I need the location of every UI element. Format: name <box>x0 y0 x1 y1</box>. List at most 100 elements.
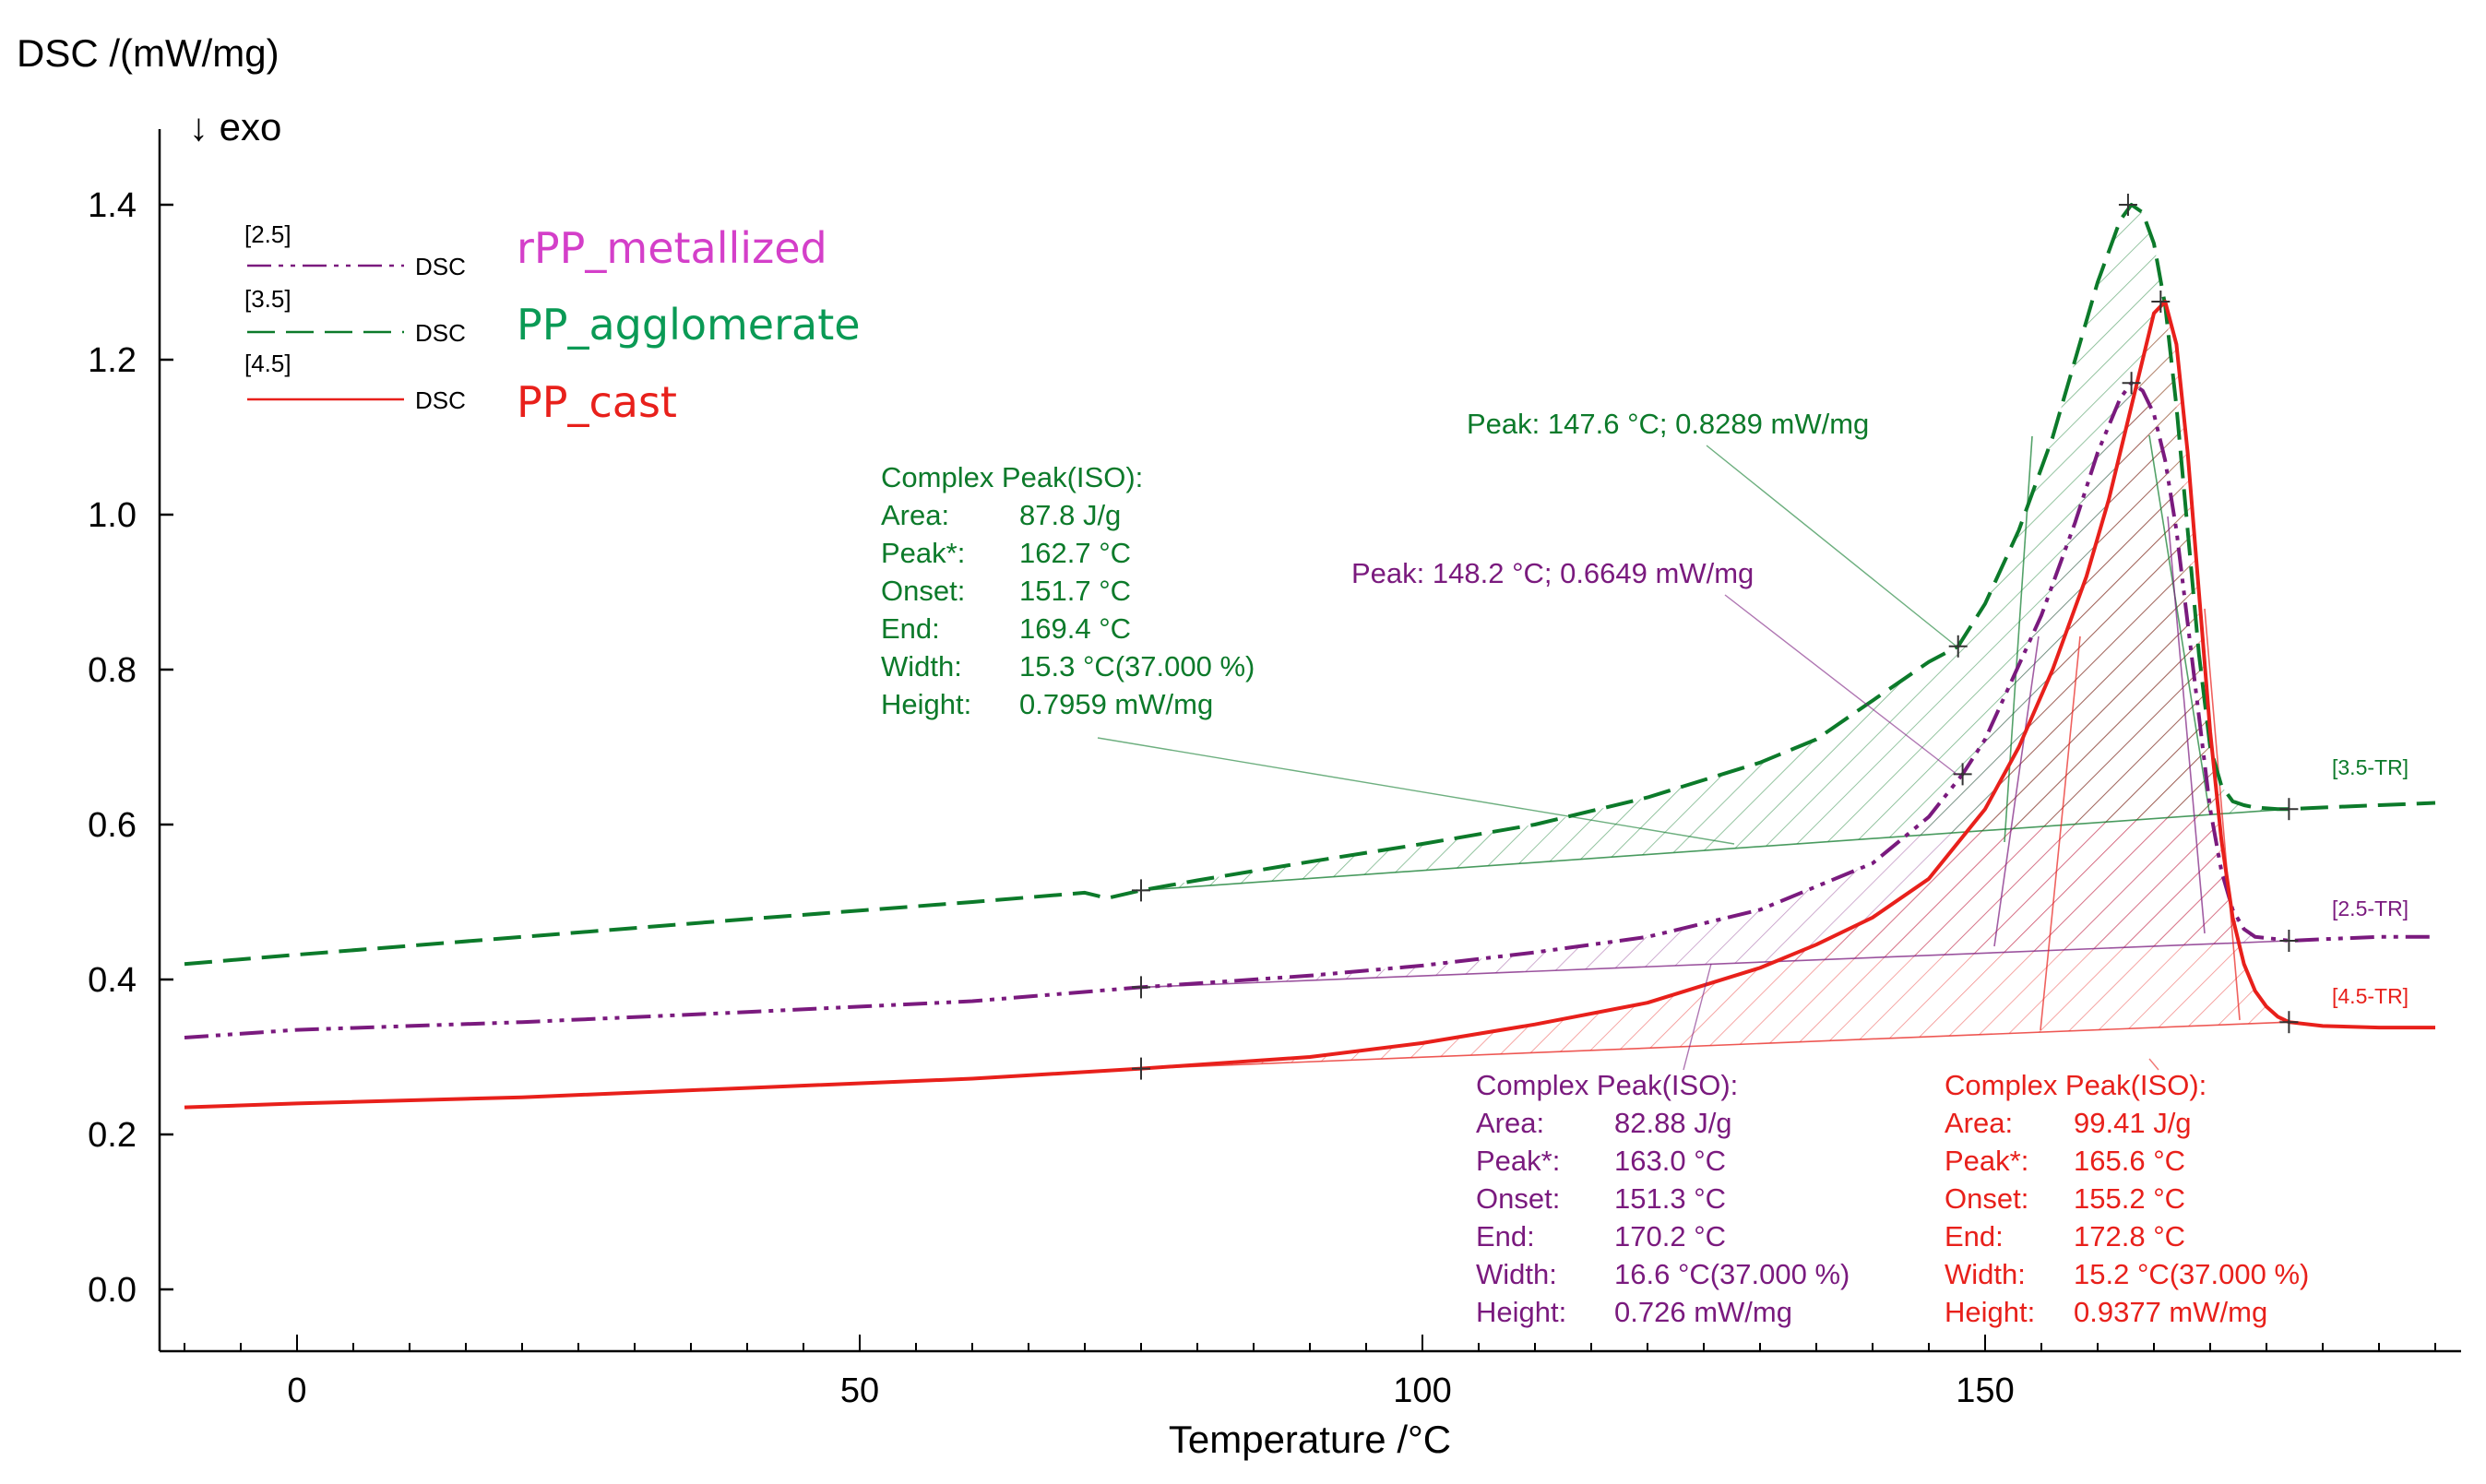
box-value: 169.4 °C <box>1019 612 1131 645</box>
box-label: Area: <box>1945 1107 2013 1139</box>
x-tick-label: 0 <box>287 1371 306 1410</box>
box-value: 155.2 °C <box>2074 1182 2185 1215</box>
box-label: Width: <box>1476 1258 1557 1290</box>
peak-area-ppa <box>1141 205 2290 891</box>
leader-line <box>1097 737 1735 845</box>
y-tick-label: 0.2 <box>88 1116 137 1155</box>
y-tick-label: 1.4 <box>88 186 137 225</box>
box-value: 16.6 °C(37.000 %) <box>1614 1258 1850 1290</box>
legend-name-ppc: PP_cast <box>517 377 677 427</box>
box-value: 99.41 J/g <box>2074 1107 2192 1139</box>
marker-rpp <box>2122 372 2141 395</box>
peak-label-green: Peak: 147.6 °C; 0.8289 mW/mg <box>1467 408 1869 440</box>
marker-ppa <box>2279 798 2299 821</box>
box-label: Complex Peak(ISO): <box>1476 1069 1738 1101</box>
box-label: Peak*: <box>1945 1145 2028 1177</box>
box-value: 163.0 °C <box>1614 1145 1726 1177</box>
box-label: End: <box>1945 1220 2004 1252</box>
box-label: Width: <box>881 650 962 683</box>
box-label: Height: <box>881 688 971 720</box>
point-markers <box>1132 194 2299 1080</box>
box-value: 15.2 °C(37.000 %) <box>2074 1258 2309 1290</box>
baselines <box>1140 434 2290 1070</box>
box-value: 15.3 °C(37.000 %) <box>1019 650 1255 683</box>
x-axis-title: Temperature /°C <box>1169 1418 1451 1461</box>
box-value: 170.2 °C <box>1614 1220 1726 1252</box>
box-value: 162.7 °C <box>1019 537 1131 569</box>
box-label: Peak*: <box>881 537 965 569</box>
legend: [2.5] DSC rPP_metallized [3.5] DSC PP_ag… <box>244 220 861 427</box>
box-label: Peak*: <box>1476 1145 1560 1177</box>
legend-tag-rpp: [2.5] <box>244 220 291 248</box>
marker-ppa <box>1132 879 1150 902</box>
legend-tag-ppa: [3.5] <box>244 285 291 313</box>
baseline-rpp <box>1140 940 2290 989</box>
leader-line <box>1683 963 1712 1071</box>
box-label: Area: <box>881 499 949 531</box>
curves <box>184 203 2436 1110</box>
tangent-guide-line <box>1993 635 2040 947</box>
x-ticks: 0 50 100 150 <box>184 1335 2436 1410</box>
y-tick-label: 0.0 <box>88 1271 137 1310</box>
y-axis-title: DSC /(mW/mg) <box>17 31 280 75</box>
box-label: Area: <box>1476 1107 1544 1139</box>
box-label: Height: <box>1945 1296 2035 1328</box>
box-label: End: <box>1476 1220 1535 1252</box>
end-tag-ppc: [4.5-TR] <box>2332 984 2409 1008</box>
legend-name-rpp: rPP_metallized <box>517 223 827 273</box>
tangent-guide-line <box>2167 516 2206 934</box>
peak-label-purple: Peak: 148.2 °C; 0.6649 mW/mg <box>1351 557 1754 589</box>
legend-dsc-rpp: DSC <box>415 253 466 280</box>
box-value: 0.7959 mW/mg <box>1019 688 1213 720</box>
box-label: Onset: <box>1476 1182 1560 1215</box>
y-tick-label: 1.2 <box>88 341 137 380</box>
marker-ppc <box>2279 1011 2299 1034</box>
curve-rpp <box>184 381 2435 1039</box>
x-tick-label: 50 <box>840 1371 879 1410</box>
y-ticks: 0.0 0.2 0.4 0.6 0.8 1.0 1.2 1.4 <box>88 186 173 1310</box>
y-tick-label: 0.6 <box>88 806 137 845</box>
box-value: 0.9377 mW/mg <box>2074 1296 2267 1328</box>
box-label: Complex Peak(ISO): <box>881 461 1143 493</box>
peak-areas <box>1141 205 2290 1069</box>
end-tag-ppa: [3.5-TR] <box>2332 755 2409 779</box>
baseline-ppc <box>1140 1021 2290 1070</box>
complex-peak-box-purple: Complex Peak(ISO): Area: 82.88 J/g Peak*: 16… <box>1476 1069 1850 1328</box>
baseline-ppa <box>1140 808 2290 892</box>
box-value: 151.7 °C <box>1019 575 1131 607</box>
legend-dsc-ppa: DSC <box>415 319 466 347</box>
complex-peak-box-green: Complex Peak(ISO): Area: 87.8 J/g Peak*: 162… <box>881 461 1255 720</box>
marker-rpp <box>2279 930 2299 952</box>
curve-ppa <box>184 203 2436 967</box>
x-tick-label: 100 <box>1393 1371 1451 1410</box>
leader-line <box>1706 445 1957 647</box>
x-tick-label: 150 <box>1956 1371 2014 1410</box>
curve-ppc <box>184 300 2435 1110</box>
marker-ppc <box>1132 1057 1150 1080</box>
marker-ppa <box>2118 194 2137 216</box>
end-tag-rpp: [2.5-TR] <box>2332 896 2409 920</box>
tangent-guide-line <box>2148 434 2210 813</box>
box-value: 165.6 °C <box>2074 1145 2185 1177</box>
leader-line <box>1724 594 1958 776</box>
y-tick-label: 1.0 <box>88 496 137 535</box>
legend-tag-ppc: [4.5] <box>244 350 291 377</box>
peak-area-ppc <box>1141 302 2290 1069</box>
box-value: 151.3 °C <box>1614 1182 1726 1215</box>
box-label: Complex Peak(ISO): <box>1945 1069 2206 1101</box>
leader-lines <box>1097 445 2159 1071</box>
legend-name-ppa: PP_agglomerate <box>517 300 861 350</box>
leader-line <box>2148 1058 2159 1071</box>
tangent-guide-line <box>2040 635 2081 1031</box>
box-label: Onset: <box>1945 1182 2028 1215</box>
box-label: End: <box>881 612 940 645</box>
y-tick-label: 0.4 <box>88 961 137 1000</box>
box-label: Onset: <box>881 575 965 607</box>
y-tick-label: 0.8 <box>88 651 137 690</box>
legend-dsc-ppc: DSC <box>415 386 466 414</box>
marker-rpp <box>1132 976 1150 999</box>
marker-ppc <box>2151 291 2171 313</box>
box-label: Height: <box>1476 1296 1566 1328</box>
exo-indicator: ↓ exo <box>189 105 281 148</box>
box-value: 172.8 °C <box>2074 1220 2185 1252</box>
